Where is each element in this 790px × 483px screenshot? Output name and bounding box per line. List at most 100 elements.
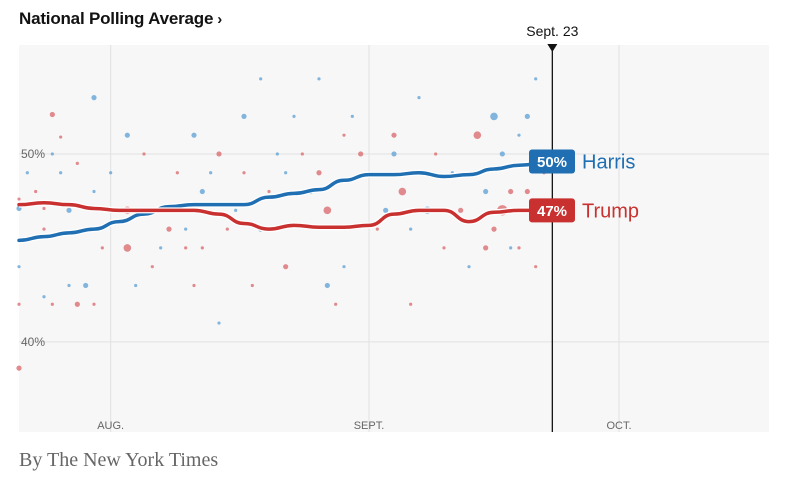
trump-poll-dot (375, 227, 379, 231)
x-tick-label: AUG. (97, 420, 124, 432)
harris-poll-dot (134, 283, 138, 288)
harris-poll-dot (417, 96, 421, 100)
chart-title: National Polling Average (19, 9, 214, 28)
harris-poll-dot (217, 321, 221, 325)
axes: 50% 40% AUG. SEPT. OCT. (21, 147, 632, 432)
harris-poll-dot (50, 152, 54, 156)
trump-poll-dot (409, 302, 413, 306)
series-labels: 50% Harris 47% Trump (529, 149, 639, 223)
trump-poll-dot (534, 265, 538, 269)
harris-poll-dot (490, 112, 498, 121)
trump-poll-dot (175, 171, 179, 175)
harris-poll-dot (467, 265, 471, 269)
trump-poll-dot (200, 246, 204, 250)
harris-poll-dot (159, 246, 163, 250)
trump-poll-dot (42, 227, 46, 231)
trump-poll-dot (142, 152, 146, 156)
trump-poll-dot (16, 365, 22, 371)
trump-poll-dot (491, 226, 497, 232)
x-tick-label: SEPT. (354, 420, 385, 432)
harris-poll-dot (109, 171, 113, 175)
harris-poll-dot (191, 132, 197, 138)
poll-dots (16, 77, 546, 371)
harris-poll-dot (534, 77, 538, 81)
chevron-right-icon: › (217, 11, 222, 28)
harris-poll-dot (509, 246, 513, 250)
date-marker-label: Sept. 23 (526, 23, 578, 39)
byline: By The New York Times (19, 449, 219, 471)
harris-poll-dot (17, 265, 21, 269)
harris-poll-dot (409, 227, 413, 231)
trump-value-label: 47% (537, 203, 567, 220)
trump-average-line (17, 201, 555, 231)
trump-poll-dot (92, 302, 96, 306)
harris-poll-dot (383, 207, 389, 213)
harris-poll-dot (391, 151, 397, 157)
harris-poll-dot (275, 152, 279, 156)
trump-poll-dot (34, 189, 38, 194)
trump-poll-dot (166, 226, 172, 232)
harris-poll-dot (524, 113, 530, 119)
trump-poll-dot (74, 301, 80, 307)
trump-poll-dot (473, 131, 482, 139)
trump-poll-dot (123, 244, 132, 252)
harris-poll-dot (124, 132, 130, 138)
trump-poll-dot (398, 187, 407, 196)
polling-chart: 50% 40% AUG. SEPT. OCT. Sept. 23 50% Harris 47… (16, 23, 769, 432)
harris-value-label: 50% (537, 154, 567, 171)
trump-poll-dot (300, 152, 304, 156)
trump-poll-dot (150, 265, 154, 269)
harris-poll-dot (342, 265, 346, 269)
harris-poll-dot (92, 189, 96, 194)
harris-poll-dot (317, 77, 321, 81)
harris-poll-dot (234, 208, 238, 212)
harris-poll-dot (67, 283, 71, 288)
trump-poll-dot (242, 171, 246, 175)
trump-poll-dot (50, 302, 54, 306)
harris-poll-dot (199, 188, 205, 195)
harris-poll-dot (284, 171, 288, 175)
trump-poll-dot (75, 161, 79, 165)
chart-title-link[interactable]: National Polling Average › (19, 9, 222, 29)
trump-poll-dot (17, 302, 21, 306)
date-marker: Sept. 23 (526, 23, 579, 432)
harris-average-line (17, 159, 555, 243)
harris-poll-dot (517, 133, 521, 137)
harris-name-label: Harris (582, 151, 635, 173)
trump-poll-dot (458, 207, 464, 213)
trump-poll-dot (358, 151, 364, 157)
trump-poll-dot (184, 246, 188, 250)
x-tick-label: OCT. (606, 420, 631, 432)
trump-poll-dot (434, 152, 438, 156)
trump-poll-dot (391, 132, 397, 138)
trump-poll-dot (17, 197, 21, 201)
harris-poll-dot (499, 151, 505, 157)
trump-poll-dot (316, 170, 322, 176)
trump-poll-dot (323, 206, 332, 215)
trump-poll-dot (283, 264, 289, 270)
trump-poll-dot (59, 135, 63, 139)
harris-poll-dot (184, 227, 188, 231)
trump-poll-dot (334, 302, 338, 306)
trump-poll-dot (342, 133, 346, 137)
harris-poll-dot (259, 77, 263, 81)
trump-poll-dot (42, 206, 46, 211)
trump-poll-dot (267, 189, 271, 194)
harris-poll-dot (91, 95, 97, 101)
harris-poll-dot (209, 171, 213, 175)
plot-background (19, 45, 769, 432)
y-tick-label: 50% (21, 147, 45, 161)
trump-poll-dot (508, 188, 514, 195)
harris-poll-dot (59, 171, 63, 175)
harris-poll-dot (241, 113, 247, 119)
harris-poll-dot (42, 295, 46, 299)
harris-poll-dot (324, 282, 330, 289)
harris-poll-dot (350, 114, 354, 118)
trump-value-badge (529, 198, 575, 223)
harris-poll-dot (292, 114, 296, 118)
trump-poll-dot (250, 283, 254, 288)
trump-poll-dot (100, 246, 104, 250)
trump-poll-dot (524, 188, 530, 195)
harris-poll-dot (483, 188, 489, 195)
harris-value-badge (529, 149, 575, 174)
